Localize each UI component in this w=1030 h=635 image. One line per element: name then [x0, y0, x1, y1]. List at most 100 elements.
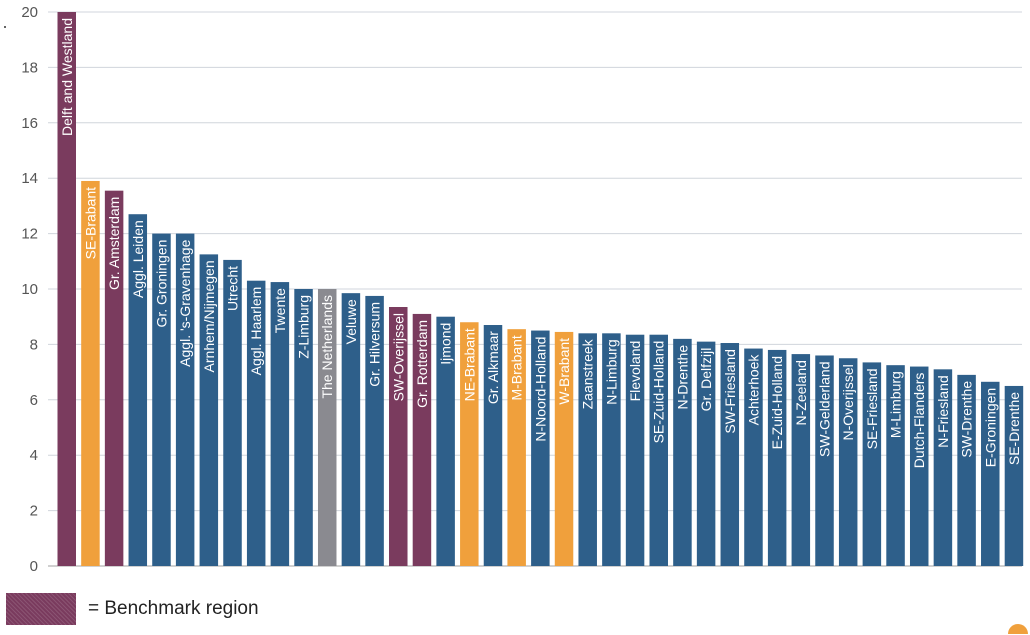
y-tick-label: 0 — [30, 558, 38, 575]
bar-label-32: SW-Gelderland — [817, 361, 833, 456]
bar-label-29: Achterhoek — [745, 354, 761, 426]
bar-39 — [981, 381, 1000, 566]
bar-label-17: NE-Brabant — [461, 328, 477, 401]
bar-18 — [483, 325, 503, 566]
bar-11 — [317, 289, 337, 566]
bar-34 — [862, 362, 882, 566]
bar-label-27: Gr. Delfzijl — [698, 348, 714, 412]
y-tick-label: 16 — [21, 115, 38, 132]
bar-27 — [696, 341, 716, 566]
bar-label-13: Gr. Hilversum — [367, 302, 383, 387]
bar-label-14: SW-Overijssel — [390, 313, 406, 401]
bar-label-4: Gr. Groningen — [153, 240, 169, 328]
bar-35 — [886, 365, 905, 566]
bar-label-15: Gr. Rotterdam — [414, 320, 430, 408]
y-tick-label: 12 — [21, 226, 38, 243]
bar-1 — [81, 180, 100, 566]
stray-dot — [4, 26, 6, 28]
bar-28 — [720, 343, 740, 566]
y-tick-label: 2 — [30, 503, 38, 520]
bar-21 — [554, 331, 574, 566]
bar-32 — [815, 355, 834, 566]
bar-0 — [57, 12, 76, 566]
bar-2 — [104, 190, 124, 567]
bar-label-2: Gr. Amsterdam — [106, 197, 122, 290]
bar-9 — [270, 282, 290, 566]
bar-label-1: SE-Brabant — [82, 187, 98, 259]
bar-22 — [578, 333, 597, 566]
bar-label-25: SE-Zuid-Holland — [651, 341, 667, 444]
bar-label-39: E-Groningen — [982, 388, 998, 467]
bar-26 — [673, 338, 692, 566]
bar-label-11: The Netherlands — [319, 295, 335, 399]
bar-label-36: Dutch-Flanders — [911, 373, 927, 469]
y-axis-ticks: 0 2 4 6 8 10 12 14 16 18 20 — [21, 4, 38, 575]
bar-label-40: SE-Drenthe — [1006, 392, 1022, 465]
bar-label-3: Aggl. Leiden — [130, 220, 146, 298]
y-tick-label: 4 — [30, 447, 38, 464]
bar-15 — [412, 313, 432, 566]
bars — [57, 12, 1024, 567]
bar-10 — [294, 289, 313, 566]
bar-6 — [199, 254, 219, 566]
bar-label-22: Zaanstreek — [580, 338, 596, 409]
bar-20 — [531, 330, 550, 566]
bar-5 — [175, 233, 195, 566]
bar-8 — [246, 280, 266, 566]
legend-swatch — [6, 593, 76, 625]
bar-40 — [1004, 385, 1024, 566]
legend: = Benchmark region — [6, 593, 259, 625]
bar-label-37: N-Friesland — [935, 375, 951, 447]
bar-label-28: SW-Friesland — [722, 349, 738, 434]
bar-13 — [365, 295, 384, 566]
bar-label-18: Gr. Alkmaar — [485, 331, 501, 404]
bar-label-5: Aggl. 's-Gravenhage — [177, 239, 193, 366]
bar-label-35: M-Limburg — [888, 371, 904, 438]
bar-label-7: Utrecht — [225, 266, 241, 311]
y-tick-label: 20 — [21, 4, 38, 21]
bar-17 — [460, 322, 479, 566]
bar-label-34: SE-Friesland — [864, 368, 880, 449]
bar-label-21: W-Brabant — [556, 338, 572, 405]
bar-label-33: N-Overijssel — [840, 364, 856, 440]
y-tick-label: 14 — [21, 170, 38, 187]
bar-37 — [933, 369, 953, 566]
bar-label-31: N-Zeeland — [793, 360, 809, 425]
bar-label-20: N-Noord-Holland — [532, 337, 548, 442]
bar-label-38: SW-Drenthe — [959, 381, 975, 458]
bar-label-8: Aggl. Haarlem — [248, 287, 264, 376]
corner-logo-icon — [1008, 624, 1028, 634]
bar-3 — [128, 214, 148, 566]
y-tick-label: 10 — [21, 281, 38, 298]
bar-label-6: Arnhem/Nijmegen — [201, 260, 217, 372]
bar-label-23: N-Limburg — [603, 339, 619, 404]
bar-14 — [389, 307, 408, 566]
bar-label-9: Twente — [272, 288, 288, 333]
bar-label-19: M-Brabant — [509, 335, 525, 400]
bar-30 — [767, 349, 787, 566]
bar-23 — [602, 333, 621, 566]
y-tick-label: 6 — [30, 392, 38, 409]
bar-label-12: Veluwe — [343, 299, 359, 344]
bar-31 — [791, 354, 811, 566]
y-tick-label: 8 — [30, 336, 38, 353]
bar-label-0: Delft and Westland — [59, 18, 75, 136]
bar-chart: 0 2 4 6 8 10 12 14 16 18 20 Delft and Westland SE-B… — [21, 4, 1024, 575]
bar-25 — [649, 334, 668, 566]
bar-label-10: Z-Limburg — [296, 295, 312, 359]
bar-label-26: N-Drenthe — [674, 345, 690, 410]
bar-label-16: Ijmond — [438, 323, 454, 365]
bar-label-24: Flevoland — [627, 341, 643, 402]
bar-24 — [625, 334, 645, 566]
bar-19 — [507, 329, 526, 566]
bar-4 — [152, 233, 171, 566]
bar-16 — [436, 316, 455, 566]
bar-7 — [223, 259, 242, 566]
bar-36 — [909, 366, 929, 566]
bar-12 — [341, 293, 361, 566]
bar-labels: Delft and Westland SE-Brabant Gr. Amsterda… — [59, 18, 1022, 468]
bar-33 — [838, 358, 858, 566]
bar-label-30: E-Zuid-Holland — [769, 356, 785, 449]
bar-38 — [957, 374, 976, 566]
y-tick-label: 18 — [21, 59, 38, 76]
